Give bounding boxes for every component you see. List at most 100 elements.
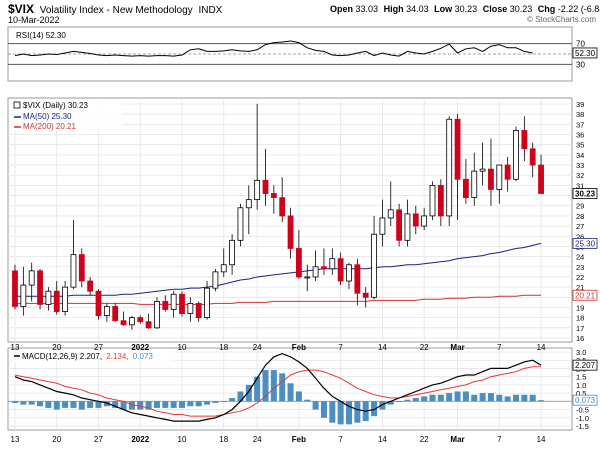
- candle: [488, 138, 494, 206]
- price-last-label-2: 20.21: [575, 291, 596, 300]
- symbol[interactable]: $VIX: [8, 2, 35, 16]
- candle-body: [295, 248, 302, 278]
- x-tick-top: 14: [537, 343, 546, 352]
- candle: [287, 207, 294, 259]
- macd-hist-bar: [404, 399, 411, 402]
- macd-tick: -1.0: [576, 414, 589, 423]
- macd-tick: 1.5: [576, 373, 586, 382]
- candle: [245, 185, 252, 235]
- macd-hist-bar: [529, 394, 536, 402]
- candle-body: [20, 284, 27, 307]
- x-tick-top: 18: [219, 343, 228, 352]
- candle: [112, 303, 119, 322]
- price-tick-24: 24: [576, 253, 584, 262]
- candle: [312, 250, 319, 282]
- macd-hist-bar: [320, 401, 327, 418]
- candle: [496, 164, 503, 204]
- candle: [387, 181, 394, 227]
- candle-body: [154, 300, 160, 329]
- candle: [179, 291, 185, 317]
- candle-body: [112, 306, 119, 322]
- macd-hist-bar: [170, 401, 177, 408]
- candle: [45, 287, 52, 311]
- macd-hist-bar: [513, 394, 519, 402]
- macd-hist-bar: [229, 398, 236, 402]
- macd-hist-bar: [195, 401, 202, 407]
- macd-hist-bar: [279, 373, 286, 402]
- macd-hist-bar: [237, 391, 244, 402]
- candle: [62, 281, 68, 316]
- macd-panel: -1.5-1.0-0.50.00.51.01.52.02.53.0 MACD(1…: [7, 347, 598, 431]
- candle: [437, 179, 444, 227]
- candle: [12, 264, 18, 310]
- macd-hist-bar: [20, 401, 27, 405]
- signal-line: [14, 366, 541, 417]
- price-tick-17: 17: [576, 324, 584, 333]
- x-tick-bottom: 18: [219, 435, 228, 444]
- candle-body: [95, 290, 102, 317]
- candle: [529, 142, 536, 178]
- macd-tick: -0.5: [576, 406, 589, 415]
- candle-body: [479, 168, 486, 172]
- candle-body: [70, 254, 77, 288]
- macd-hist-bar: [262, 370, 269, 402]
- macd-hist-bar: [103, 401, 110, 407]
- candle-body: [354, 264, 361, 294]
- close-label: Close: [482, 4, 508, 14]
- legend-hist: 0.073: [133, 352, 154, 361]
- price-tick-38: 38: [576, 110, 584, 119]
- candle-body: [346, 264, 352, 282]
- macd-hist-bar: [521, 394, 528, 402]
- candle-body: [279, 197, 286, 217]
- macd-hist-bar: [295, 391, 302, 402]
- candle: [521, 116, 528, 161]
- candle-body: [212, 271, 219, 289]
- candle-body: [362, 292, 369, 298]
- candle-body: [62, 286, 68, 312]
- candle-body: [179, 293, 185, 314]
- macd-frame: [7, 347, 573, 431]
- chg-label: Chg: [537, 4, 556, 14]
- candle: [145, 313, 152, 329]
- legend-signal: 2.134,: [106, 352, 128, 361]
- candle-body: [28, 270, 35, 286]
- candle-body: [437, 184, 444, 217]
- candle: [103, 303, 110, 322]
- x-tick-bottom: 27: [94, 435, 103, 444]
- macd-hist-bar: [212, 401, 219, 403]
- macd-hist-bar: [304, 399, 311, 402]
- candle: [195, 301, 202, 322]
- price-tick-27: 27: [576, 222, 584, 231]
- rsi-tick-70: 70: [576, 40, 585, 49]
- candle-body: [488, 168, 494, 190]
- candle-body: [145, 321, 152, 329]
- price-tick-28: 28: [576, 212, 584, 221]
- price-tick-39: 39: [576, 100, 584, 109]
- price-tick-34: 34: [576, 151, 584, 160]
- x-tick-bottom: 2022: [131, 435, 149, 444]
- x-tick-bottom: 20: [52, 435, 61, 444]
- x-tick-bottom: 7: [338, 435, 343, 444]
- macd-hist-bar: [12, 401, 18, 403]
- macd-hist-bar: [120, 401, 127, 410]
- high-value: 34.03: [406, 4, 429, 14]
- x-tick-top: 13: [11, 343, 20, 352]
- rsi-line: [14, 40, 533, 57]
- x-tick-bottom: 14: [537, 435, 546, 444]
- price-tick-18: 18: [576, 314, 584, 323]
- candle: [462, 158, 469, 204]
- x-tick-bottom: 13: [11, 435, 20, 444]
- x-tick-top: 27: [94, 343, 103, 352]
- candle: [279, 177, 286, 223]
- candle: [187, 297, 194, 322]
- candle: [321, 248, 327, 275]
- macd-hist-bar: [487, 393, 494, 402]
- candle-body: [446, 118, 453, 217]
- macd-hist-bar: [354, 401, 361, 423]
- candle-body: [37, 270, 43, 305]
- macd-hist-bar: [270, 370, 277, 402]
- x-tick-top: 7: [497, 343, 502, 352]
- x-tick-bottom: 14: [378, 435, 387, 444]
